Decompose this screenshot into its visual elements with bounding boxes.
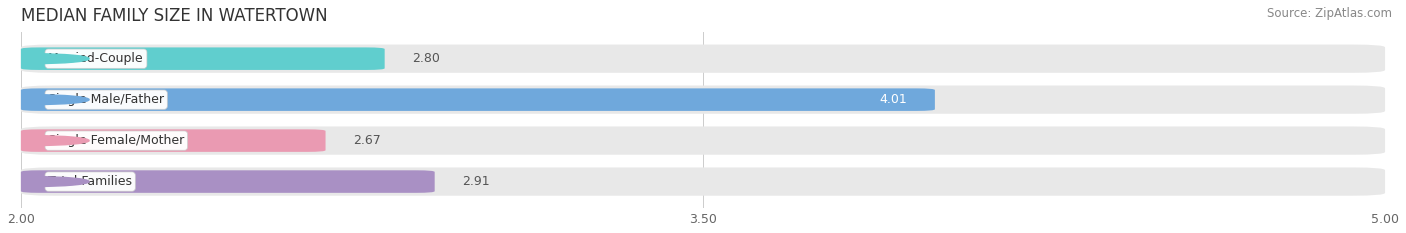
FancyBboxPatch shape	[21, 129, 326, 152]
Text: 2.67: 2.67	[353, 134, 381, 147]
Text: Single Male/Father: Single Male/Father	[48, 93, 165, 106]
Text: MEDIAN FAMILY SIZE IN WATERTOWN: MEDIAN FAMILY SIZE IN WATERTOWN	[21, 7, 328, 25]
FancyBboxPatch shape	[21, 88, 935, 111]
FancyBboxPatch shape	[21, 48, 385, 70]
Circle shape	[0, 177, 89, 186]
Text: Source: ZipAtlas.com: Source: ZipAtlas.com	[1267, 7, 1392, 20]
Text: Single Female/Mother: Single Female/Mother	[48, 134, 184, 147]
Text: Married-Couple: Married-Couple	[48, 52, 143, 65]
Text: 4.01: 4.01	[880, 93, 908, 106]
FancyBboxPatch shape	[21, 170, 434, 193]
Circle shape	[0, 136, 89, 146]
FancyBboxPatch shape	[21, 168, 1385, 196]
Text: 2.91: 2.91	[463, 175, 489, 188]
Circle shape	[0, 95, 89, 105]
Text: Total Families: Total Families	[48, 175, 132, 188]
FancyBboxPatch shape	[21, 127, 1385, 155]
Circle shape	[0, 54, 89, 64]
FancyBboxPatch shape	[21, 45, 1385, 73]
Text: 2.80: 2.80	[412, 52, 440, 65]
FancyBboxPatch shape	[21, 86, 1385, 114]
